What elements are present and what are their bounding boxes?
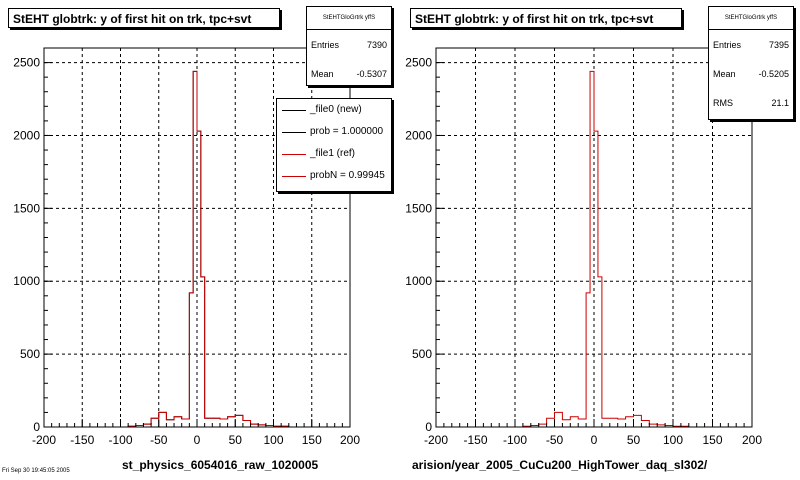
left-x-tick-label: -150 — [70, 433, 94, 447]
left-mean-value: -0.5307 — [356, 68, 387, 79]
right-y-tick-label: 0 — [425, 420, 432, 434]
legend-text-probn: probN = 0.99945 — [310, 170, 385, 181]
left-x-tick-label: 200 — [340, 433, 360, 447]
right-stats-name: StEHTGloGrtrk yffS — [709, 7, 793, 30]
right-entries-value: 7395 — [768, 39, 789, 50]
right-x-tick-label: -50 — [546, 433, 564, 447]
right-x-tick-label: -100 — [503, 433, 527, 447]
left-entries-value: 7390 — [366, 39, 387, 50]
left-x-axis-title: st_physics_6054016_raw_1020005 — [122, 458, 319, 472]
left-y-tick-label: 1500 — [13, 201, 40, 215]
left-y-tick-label: 2500 — [13, 56, 40, 70]
left-x-tick-label: 0 — [194, 433, 201, 447]
right-x-axis-title: arision/year_2005_CuCu200_HighTower_daq_… — [412, 458, 708, 472]
left-stats-box: StEHTGloGrtrk yffS Entries 7390 Mean -0.… — [306, 6, 392, 86]
legend-entry-probn: probN = 0.99945 — [277, 165, 391, 187]
legend-text-file0: _file0 (new) — [310, 104, 362, 115]
right-rms-value: 21.1 — [771, 97, 789, 108]
left-x-tick-label: -50 — [150, 433, 168, 447]
left-mean-label: Mean — [311, 68, 334, 79]
right-x-tick-label: 150 — [702, 433, 722, 447]
left-stats-name: StEHTGloGrtrk yffS — [307, 7, 391, 30]
left-x-tick-label: -200 — [32, 433, 56, 447]
right-plot-title: StEHT globtrk: y of first hit on trk, tp… — [410, 8, 682, 28]
right-y-tick-label: 2500 — [405, 56, 432, 70]
right-entries-label: Entries — [713, 39, 742, 50]
footer-note: Fri Sep 30 19:45:05 2005 — [2, 468, 70, 474]
right-rms-label: RMS — [713, 97, 733, 108]
left-entries-label: Entries — [311, 39, 340, 50]
right-y-tick-label: 2000 — [405, 128, 432, 142]
right-y-tick-label: 1000 — [405, 274, 432, 288]
legend-swatch-file0 — [282, 110, 306, 111]
right-x-tick-label: 0 — [591, 433, 598, 447]
legend-text-file1: _file1 (ref) — [310, 148, 356, 159]
left-y-tick-label: 1000 — [13, 274, 40, 288]
right-x-tick-label: 100 — [663, 433, 683, 447]
right-x-tick-label: -200 — [424, 433, 448, 447]
right-x-tick-label: 50 — [627, 433, 641, 447]
right-y-tick-label: 1500 — [405, 201, 432, 215]
left-x-tick-label: 150 — [302, 433, 322, 447]
right-y-tick-label: 500 — [412, 347, 432, 361]
right-x-tick-label: -150 — [463, 433, 487, 447]
legend-entry-file0: _file0 (new) — [277, 99, 391, 121]
legend-swatch-prob — [282, 132, 306, 133]
legend-text-prob: prob = 1.000000 — [310, 126, 384, 137]
legend-swatch-file1 — [282, 154, 306, 155]
right-stats-box: StEHTGloGrtrk yffS Entries 7395 Mean -0.… — [708, 6, 794, 120]
left-x-tick-label: 100 — [263, 433, 283, 447]
right-mean-value: -0.5205 — [758, 68, 789, 79]
left-x-tick-label: 50 — [229, 433, 243, 447]
left-legend: _file0 (new) prob = 1.000000 _file1 (ref… — [276, 98, 392, 192]
right-x-tick-label: 200 — [742, 433, 762, 447]
left-y-tick-label: 500 — [20, 347, 40, 361]
right-mean-label: Mean — [713, 68, 736, 79]
legend-swatch-probn — [282, 176, 306, 177]
legend-entry-file1: _file1 (ref) — [277, 143, 391, 165]
legend-entry-prob: prob = 1.000000 — [277, 121, 391, 143]
left-y-tick-label: 2000 — [13, 128, 40, 142]
left-x-tick-label: -100 — [108, 433, 132, 447]
left-y-tick-label: 0 — [33, 420, 40, 434]
left-plot-title: StEHT globtrk: y of first hit on trk, tp… — [8, 8, 280, 28]
